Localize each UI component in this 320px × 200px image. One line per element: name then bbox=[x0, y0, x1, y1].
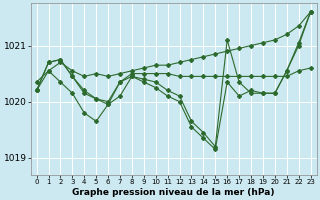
X-axis label: Graphe pression niveau de la mer (hPa): Graphe pression niveau de la mer (hPa) bbox=[72, 188, 275, 197]
